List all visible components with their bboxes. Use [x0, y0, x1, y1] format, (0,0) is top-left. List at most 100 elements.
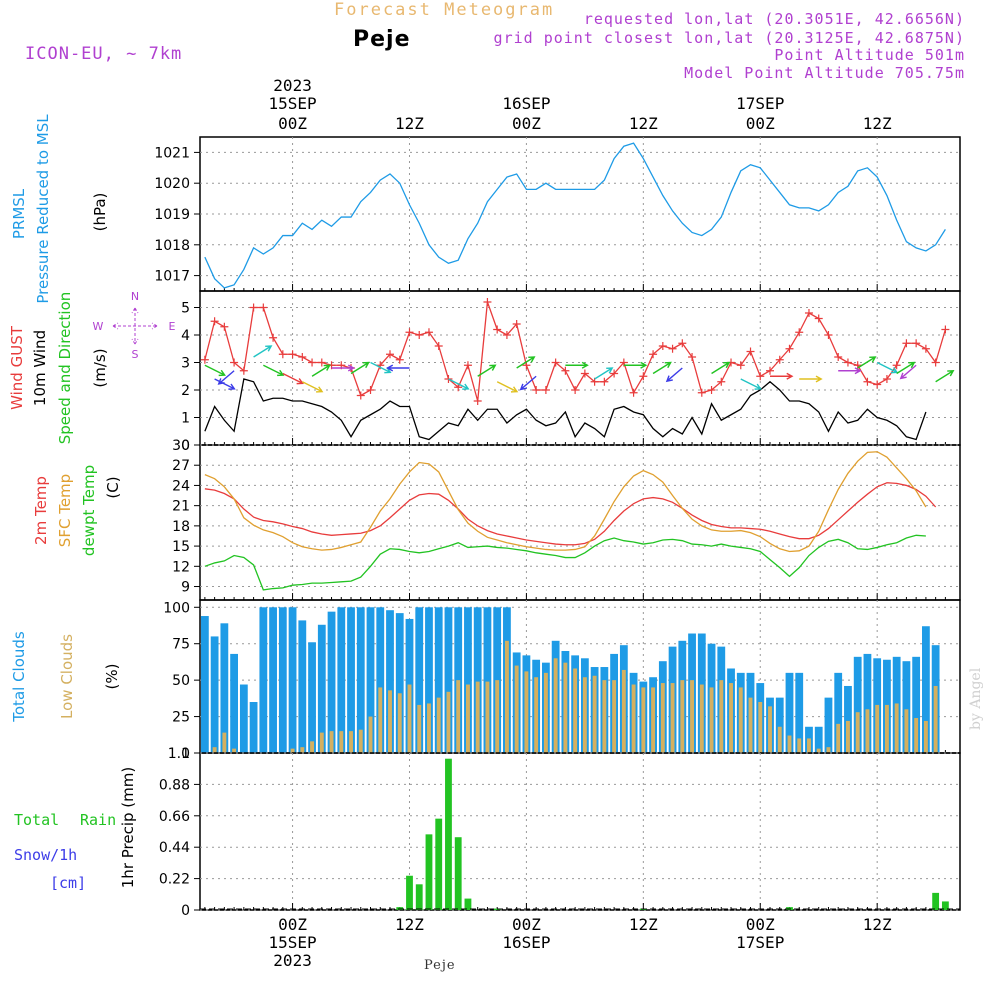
- gust-marker: [230, 358, 239, 367]
- total-cloud-bar: [853, 656, 862, 753]
- wind-direction-arrow: [857, 356, 877, 369]
- low-cloud-bar: [397, 693, 402, 753]
- low-cloud-bar: [816, 748, 821, 753]
- model-label: ICON-EU, ~ 7km: [25, 44, 183, 64]
- wind-series-10m-wind: [204, 378, 927, 441]
- gust-marker: [843, 358, 852, 367]
- top-year-label: 2023: [273, 76, 312, 95]
- wind-direction-arrow: [565, 361, 589, 369]
- wind-direction-arrow: [799, 375, 823, 383]
- gust-marker: [532, 386, 541, 394]
- low-cloud-bar: [582, 677, 587, 753]
- low-cloud-bar: [319, 732, 324, 753]
- gust-marker: [259, 303, 268, 312]
- wind-direction-arrow: [370, 361, 392, 374]
- ylabel-dewpt: dewpt Temp: [80, 465, 98, 556]
- bottom-hour-label: 00Z: [746, 915, 775, 934]
- low-cloud-bar: [923, 720, 928, 753]
- gust-marker: [220, 322, 229, 331]
- wind-direction-arrow: [477, 364, 497, 377]
- top-day-label: 16SEP: [502, 94, 550, 113]
- total-cloud-bar: [483, 607, 492, 753]
- bottom-hour-label: 12Z: [395, 915, 424, 934]
- low-cloud-bar: [651, 687, 656, 753]
- gust-marker: [493, 325, 502, 334]
- wind-direction-arrow: [217, 370, 235, 385]
- low-cloud-bar: [602, 680, 607, 753]
- gust-marker: [668, 344, 677, 353]
- gust-marker: [317, 358, 326, 367]
- gust-marker: [863, 377, 872, 386]
- wind-direction-arrow: [623, 361, 648, 369]
- gust-marker: [483, 298, 492, 306]
- wind-direction-arrow: [935, 369, 955, 383]
- gust-marker: [249, 303, 258, 312]
- low-cloud-bar: [339, 731, 344, 753]
- total-cloud-bar: [473, 607, 482, 753]
- gust-marker: [736, 361, 745, 370]
- wind-ytick-label: 4: [181, 328, 190, 344]
- bottom-hour-label: 00Z: [512, 915, 541, 934]
- low-cloud-bar: [690, 680, 694, 753]
- point-altitude: Point Altitude 501m: [774, 46, 965, 64]
- wind-direction-arrow: [214, 378, 236, 390]
- bottom-day-label: 17SEP: [736, 933, 784, 952]
- total-cloud-bar: [902, 661, 911, 753]
- gust-marker: [619, 358, 628, 367]
- ylabel-wind: 10m Wind: [31, 330, 49, 406]
- ylabel-pressure: Pressure Reduced to MSL: [34, 114, 52, 304]
- low-cloud-bar: [894, 703, 899, 753]
- temperature-series-sfc-temp: [204, 451, 927, 553]
- low-cloud-bar: [543, 672, 548, 753]
- total-cloud-bar: [824, 697, 833, 753]
- gust-marker: [600, 377, 609, 386]
- gust-marker: [824, 331, 833, 339]
- precip-bar: [415, 884, 423, 910]
- temperature-ytick-label: 24: [172, 478, 190, 494]
- low-cloud-bar: [875, 704, 880, 753]
- low-cloud-bar: [865, 709, 870, 753]
- gust-marker: [366, 386, 375, 394]
- gust-marker: [405, 328, 414, 337]
- wind-direction-arrow: [496, 381, 519, 393]
- low-cloud-bar: [514, 665, 519, 753]
- precip-ytick-label: 0: [181, 903, 190, 919]
- wind-ytick-label: 2: [181, 383, 190, 399]
- low-cloud-bar: [534, 677, 539, 753]
- precip-label-rain: Rain: [80, 811, 116, 829]
- total-cloud-bar: [220, 623, 229, 753]
- gust-marker: [746, 347, 755, 356]
- precip-bar: [464, 898, 472, 910]
- temperature-series-dewpt-temp: [204, 534, 926, 591]
- clouds-ytick-label: 100: [163, 600, 190, 616]
- total-cloud-bar: [337, 607, 346, 753]
- total-cloud-bar: [444, 607, 453, 753]
- gust-marker: [814, 314, 823, 323]
- low-cloud-bar: [232, 748, 237, 753]
- compass-w: W: [93, 320, 104, 333]
- gust-marker: [697, 388, 706, 397]
- low-cloud-bar: [670, 683, 675, 753]
- bottom-hour-label: 12Z: [863, 915, 892, 934]
- temperature-ytick-label: 21: [172, 499, 190, 515]
- top-hour-label: 00Z: [278, 114, 307, 133]
- gust-marker: [795, 328, 804, 337]
- ylabel-t2m: 2m Temp: [32, 476, 50, 545]
- temperature-ytick-label: 27: [172, 458, 190, 474]
- precip-bar: [454, 837, 462, 910]
- total-cloud-bar: [327, 611, 336, 753]
- low-cloud-bar: [563, 662, 568, 753]
- wind-direction-arrow: [350, 361, 370, 375]
- top-hour-label: 12Z: [629, 114, 658, 133]
- precip-bar: [425, 834, 433, 910]
- wind-ytick-label: 1: [181, 411, 190, 427]
- low-cloud-bar: [592, 675, 597, 753]
- temperature-ytick-label: 18: [172, 519, 190, 535]
- gust-marker: [395, 355, 404, 364]
- precip-ytick-label: 1.1: [168, 746, 190, 762]
- low-cloud-bar: [436, 697, 441, 753]
- station-name: Peje: [353, 27, 411, 52]
- total-cloud-bar: [493, 607, 502, 753]
- total-cloud-bar: [376, 607, 385, 753]
